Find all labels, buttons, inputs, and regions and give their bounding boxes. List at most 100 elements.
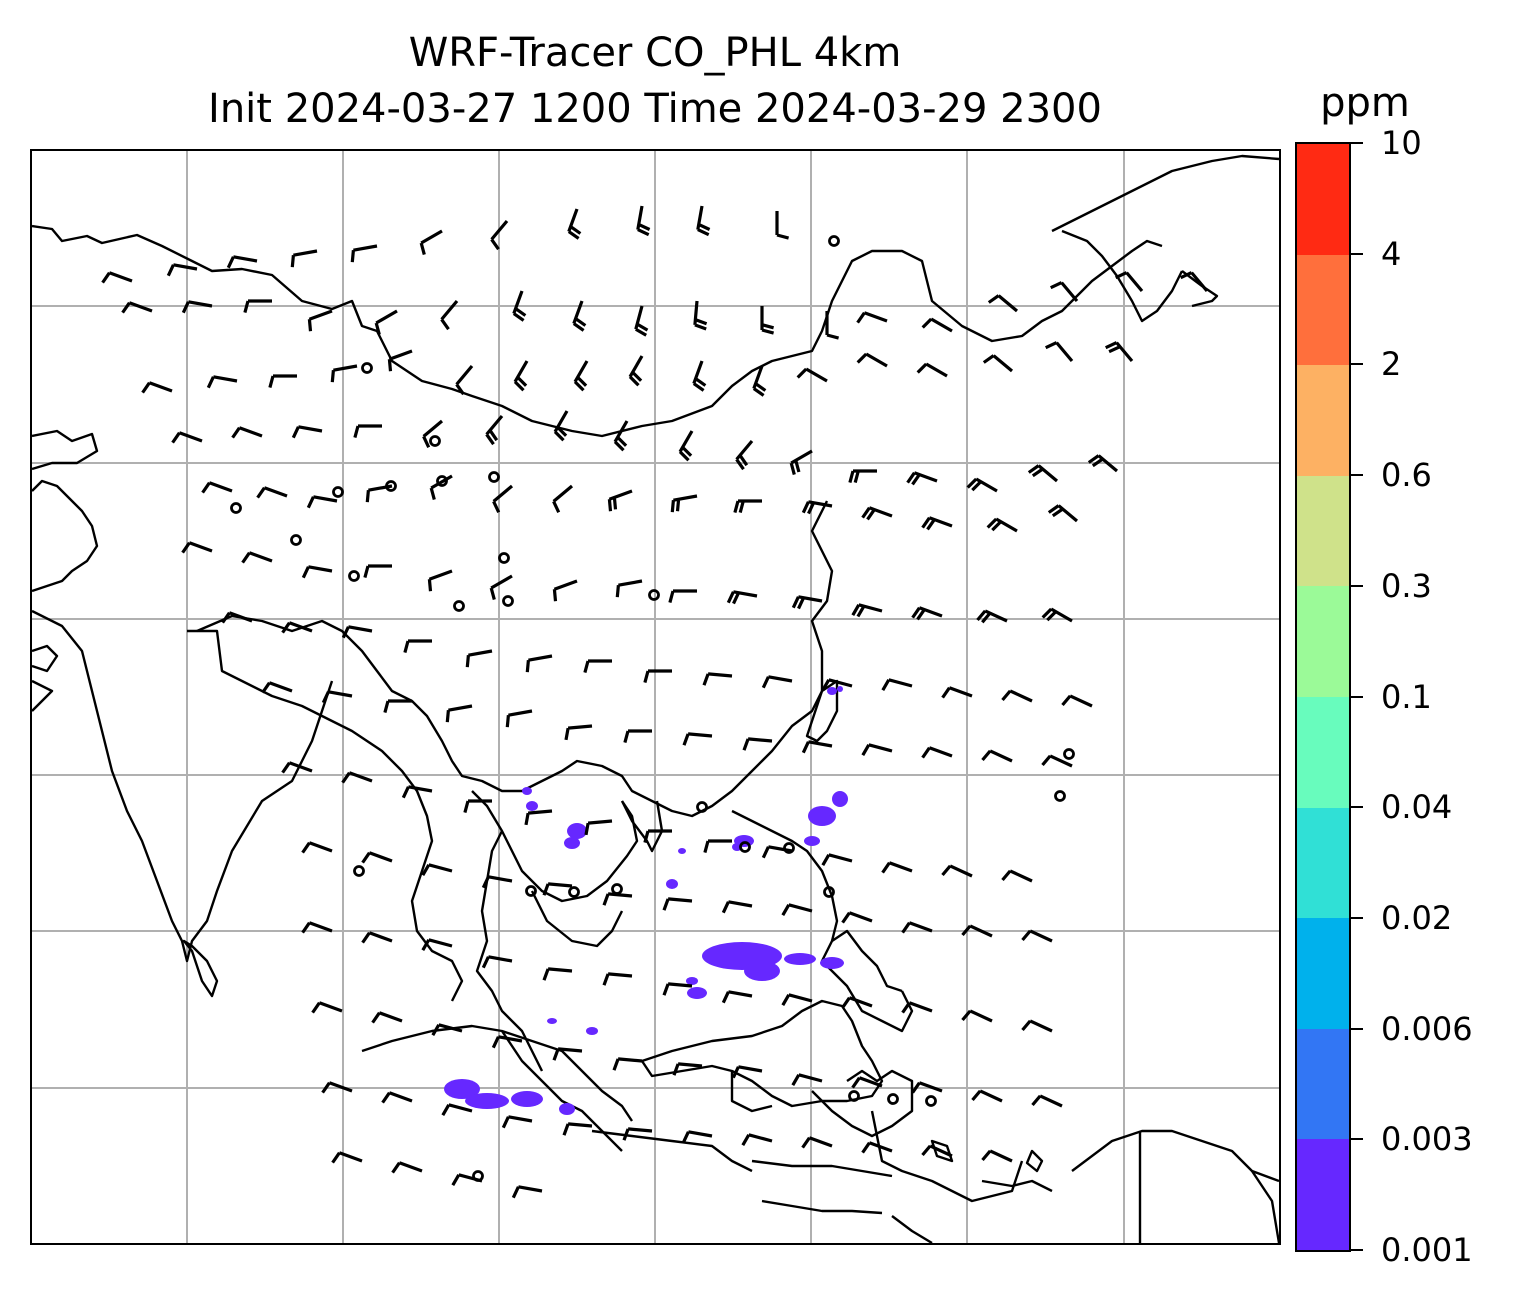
coastline [32, 224, 1163, 438]
wind-barb [981, 1149, 1013, 1163]
wind-barb [341, 625, 373, 639]
colorbar-tick-label: 4 [1381, 234, 1402, 273]
coastline [591, 1129, 753, 1173]
tracer-plume [804, 836, 820, 846]
map-panel[interactable] [30, 149, 1281, 1245]
wind-barb [221, 611, 253, 624]
tracer-plume [567, 823, 587, 839]
wind-barb [613, 420, 629, 452]
wind-barb [552, 1047, 583, 1061]
wind-barb [681, 1130, 713, 1144]
calm-wind-marker [739, 841, 751, 853]
wind-barb [489, 574, 513, 601]
coastline [870, 1110, 1024, 1203]
wind-barb [1180, 271, 1209, 293]
colorbar-tick-label: 2 [1381, 345, 1402, 384]
wind-barb [181, 541, 213, 554]
coastline [891, 1215, 933, 1243]
wind-barb [789, 449, 813, 476]
calm-wind-marker [568, 886, 580, 898]
tracer-plume [678, 848, 686, 854]
wind-barb [226, 255, 258, 269]
calm-wind-marker [353, 865, 365, 877]
colorbar-band [1297, 365, 1349, 476]
wind-barb [752, 365, 767, 397]
calm-wind-marker [429, 435, 441, 447]
coastline [761, 1199, 883, 1215]
colorbar-band [1297, 254, 1349, 366]
coastline [1181, 270, 1219, 308]
wind-barb [572, 300, 587, 332]
wind-barb [941, 864, 973, 878]
colorbar-tick-label: 0.04 [1381, 788, 1453, 827]
wind-barb [330, 364, 358, 383]
wind-barb [431, 1023, 463, 1036]
wind-barb [567, 208, 582, 240]
wind-barb [881, 861, 913, 874]
coastline [32, 609, 334, 963]
wind-barb [353, 424, 382, 439]
wind-barb [916, 362, 948, 378]
wind-barb [760, 306, 775, 335]
calm-wind-marker [887, 1093, 899, 1105]
tracer-plume [820, 957, 844, 969]
wind-barb [612, 1057, 643, 1071]
wind-barb [693, 300, 708, 331]
calm-wind-marker [332, 486, 344, 498]
wind-barb [941, 686, 973, 699]
wind-barb [306, 495, 338, 509]
calm-wind-marker [453, 600, 465, 612]
wind-barb [672, 1062, 703, 1076]
wind-barb [731, 1065, 763, 1079]
calm-wind-marker [783, 842, 795, 854]
colorbar-band [1297, 475, 1349, 587]
tracer-plume [547, 1018, 557, 1024]
wind-barb [721, 900, 753, 914]
wind-barb [607, 489, 633, 512]
wind-barb [422, 419, 444, 448]
coastline [930, 1139, 954, 1163]
wind-barb [643, 669, 672, 684]
wind-barb [387, 349, 413, 372]
wind-barb [301, 921, 333, 934]
wind-barb [696, 205, 711, 237]
coastline [475, 830, 544, 1072]
wind-barb [583, 659, 612, 674]
wind-barb [821, 678, 853, 691]
wind-barbs [101, 205, 1209, 1199]
wind-barb [241, 551, 273, 564]
tracer-plume [832, 791, 848, 807]
wind-barb [256, 486, 288, 499]
coastline [1061, 229, 1184, 323]
wind-barb [1047, 504, 1079, 523]
wind-barb [427, 569, 453, 592]
calm-wind-marker [436, 475, 448, 487]
colorbar-tick [1351, 363, 1363, 366]
wind-barb [781, 993, 813, 1006]
wind-barb [628, 355, 644, 387]
calm-wind-marker [1063, 748, 1075, 760]
coastline [530, 890, 624, 948]
wind-barb [512, 290, 527, 322]
wind-barb [201, 481, 233, 494]
wind-barb [961, 924, 993, 938]
wind-barb [821, 853, 853, 866]
coastline [361, 1024, 633, 1122]
wind-barb [841, 996, 873, 1009]
wind-barb [361, 931, 393, 944]
wind-barb [1041, 607, 1073, 623]
wind-barb [391, 1161, 423, 1174]
calm-wind-marker [472, 1170, 484, 1182]
wind-barb [321, 690, 353, 704]
wind-barb [761, 845, 793, 859]
wind-barb [513, 360, 529, 392]
wind-barb [901, 921, 933, 934]
colorbar-band [1297, 586, 1349, 698]
chart-title-line1: WRF-Tracer CO_PHL 4km [408, 30, 902, 76]
wind-barb [662, 897, 693, 911]
wind-barb [1031, 1094, 1063, 1108]
wind-barb [966, 477, 998, 493]
wind-barb [851, 603, 883, 618]
wind-barb [1021, 1019, 1053, 1033]
wind-barb [307, 309, 333, 332]
